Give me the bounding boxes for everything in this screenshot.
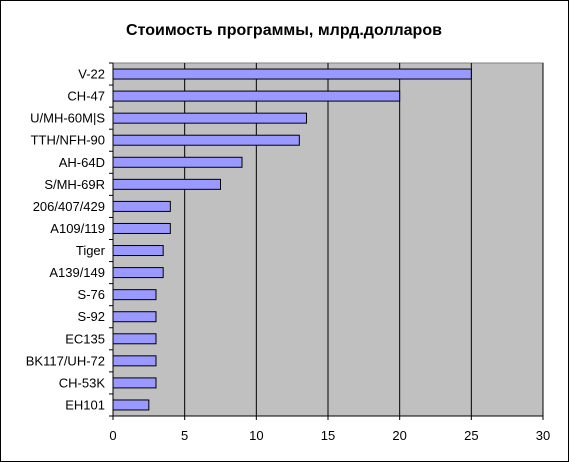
- x-tick-label: 0: [109, 428, 116, 443]
- y-tick-label: BK117/UH-72: [26, 353, 105, 368]
- x-tick-label: 30: [536, 428, 550, 443]
- y-tick-label: 206/407/429: [33, 199, 105, 214]
- x-tick-label: 5: [181, 428, 188, 443]
- bar: [112, 333, 157, 345]
- y-tick-label: U/MH-60M|S: [30, 111, 105, 126]
- bar: [112, 399, 150, 411]
- y-tick-label: S-92: [78, 309, 105, 324]
- x-tick-label: 25: [464, 428, 478, 443]
- y-tick-label: EC135: [65, 331, 105, 346]
- y-tick-label: TTH/NFH-90: [31, 133, 105, 148]
- bar: [112, 222, 171, 234]
- x-tick-label: 20: [392, 428, 406, 443]
- y-tick-label: A109/119: [50, 221, 105, 236]
- bar: [112, 90, 401, 102]
- y-tick-label: CH-53K: [59, 375, 106, 390]
- y-tick-label: EH101: [65, 397, 105, 412]
- x-tick-labels: 0 5 10 15 20 25 30: [109, 416, 550, 443]
- bar: [112, 245, 164, 257]
- bar: [112, 156, 243, 168]
- bar: [112, 267, 164, 279]
- y-tick-labels: V-22 CH-47 U/MH-60M|S TTH/NFH-90 AH-64D S/MH-…: [26, 62, 113, 417]
- chart-title: Стоимость программы, млрд.долларов: [126, 22, 442, 39]
- y-tick-label: V-22: [78, 67, 105, 82]
- y-tick-label: CH-47: [67, 89, 105, 104]
- bar: [112, 112, 307, 124]
- y-tick-label: S/MH-69R: [44, 177, 105, 192]
- bar: [112, 377, 157, 389]
- bar: [112, 178, 221, 190]
- bar: [112, 134, 300, 146]
- y-tick-label: S-76: [78, 287, 105, 302]
- bar: [112, 200, 171, 212]
- y-tick-label: AH-64D: [59, 155, 105, 170]
- bar: [112, 68, 472, 80]
- bar: [112, 311, 157, 323]
- y-tick-label: A139/149: [49, 265, 105, 280]
- bar: [112, 355, 157, 367]
- x-tick-label: 15: [321, 428, 335, 443]
- bar: [112, 289, 157, 301]
- x-tick-label: 10: [249, 428, 263, 443]
- y-tick-label: Tiger: [76, 243, 106, 258]
